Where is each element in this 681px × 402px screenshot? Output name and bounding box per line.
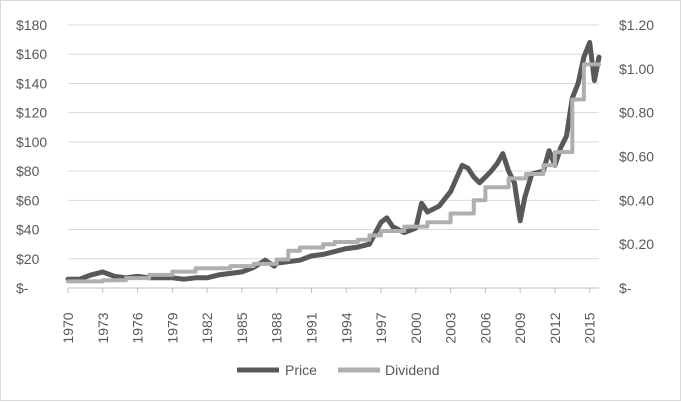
right-axis: $- $0.20 $0.40 $0.60 $0.80 $1.00 $1.20	[619, 17, 654, 296]
gridlines	[68, 24, 599, 289]
left-tick-label: $140	[16, 75, 47, 91]
left-tick-label: $160	[16, 46, 47, 62]
x-tick-label: 1970	[60, 312, 76, 343]
x-tick-label: 1979	[164, 312, 180, 343]
x-tick-label: 1985	[234, 312, 250, 343]
right-tick-label: $-	[619, 280, 632, 296]
legend-price-label: Price	[285, 362, 317, 378]
right-tick-label: $1.00	[619, 61, 654, 77]
x-axis: 1970 1973 1976 1979 1982 1985 1988 1991 1994 1997…	[60, 288, 598, 344]
left-tick-label: $100	[16, 134, 47, 150]
x-tick-label: 2000	[408, 312, 424, 343]
x-tick-label: 2003	[443, 312, 459, 343]
left-axis: $- $20 $40 $60 $80 $100 $120 $140 $160 $180	[16, 17, 47, 296]
x-tick-label: 2015	[582, 312, 598, 343]
left-tick-label: $80	[16, 163, 40, 179]
legend: Price Dividend	[237, 362, 439, 378]
x-tick-label: 2012	[547, 312, 563, 343]
x-tick-label: 1997	[373, 312, 389, 343]
x-tick-label: 1991	[303, 312, 319, 343]
left-tick-label: $120	[16, 105, 47, 121]
x-tick-label: 1973	[95, 312, 111, 343]
x-tick-label: 1988	[269, 312, 285, 343]
right-tick-label: $0.80	[619, 105, 654, 121]
left-tick-label: $20	[16, 251, 40, 267]
left-tick-label: $40	[16, 222, 40, 238]
left-tick-label: $180	[16, 17, 47, 33]
dividend-series-line	[66, 62, 601, 284]
right-tick-label: $0.60	[619, 149, 654, 165]
left-tick-label: $-	[16, 280, 29, 296]
right-tick-label: $1.20	[619, 17, 654, 33]
left-tick-label: $60	[16, 192, 40, 208]
x-tick-label: 1976	[130, 312, 146, 343]
right-tick-label: $0.20	[619, 236, 654, 252]
x-tick-label: 2006	[477, 312, 493, 343]
x-tick-label: 2009	[512, 312, 528, 343]
x-tick-label: 1994	[338, 312, 354, 343]
right-tick-label: $0.40	[619, 192, 654, 208]
x-tick-label: 1982	[199, 312, 215, 343]
legend-dividend-label: Dividend	[385, 362, 439, 378]
series-layer	[65, 40, 602, 284]
